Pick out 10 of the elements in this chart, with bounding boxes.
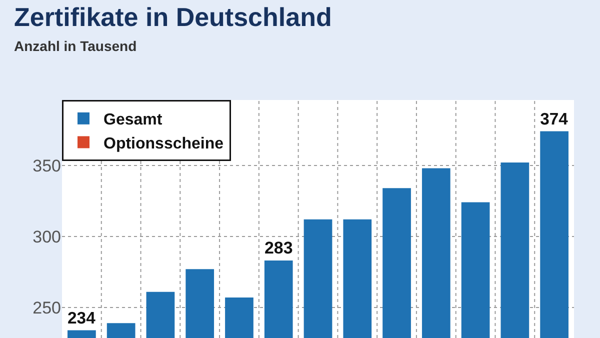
chart-subtitle: Anzahl in Tausend — [14, 38, 137, 54]
y-tick-label: 300 — [32, 227, 61, 246]
data-label: 234 — [68, 308, 96, 328]
legend-label: Gesamt — [104, 112, 163, 129]
y-tick-label: 350 — [32, 156, 61, 176]
y-tick-label: 250 — [32, 298, 61, 318]
data-label: 283 — [264, 238, 293, 258]
data-label: 374 — [540, 109, 569, 128]
chart-title: Zertifikate in Deutschland — [14, 2, 332, 33]
legend-label: Optionsscheine — [104, 135, 224, 152]
